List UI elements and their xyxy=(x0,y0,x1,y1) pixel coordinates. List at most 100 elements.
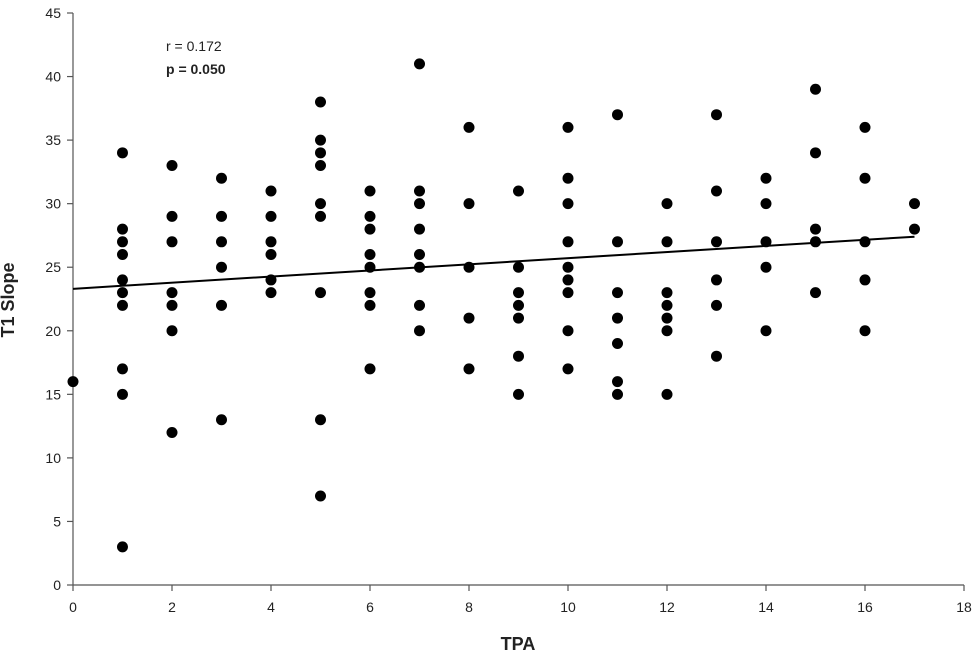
data-point xyxy=(414,249,425,261)
data-point xyxy=(513,185,524,197)
data-point xyxy=(562,236,574,248)
data-point xyxy=(711,350,722,362)
data-point xyxy=(315,490,326,502)
data-point xyxy=(364,299,376,311)
data-point xyxy=(117,287,128,299)
data-point xyxy=(513,388,524,400)
data-point xyxy=(463,312,475,324)
data-point xyxy=(117,249,128,261)
data-point xyxy=(612,312,623,324)
data-point xyxy=(414,58,425,70)
y-tick-label: 15 xyxy=(45,386,61,402)
data-point xyxy=(562,325,574,337)
data-point xyxy=(859,325,871,337)
x-tick-label: 10 xyxy=(560,599,576,615)
data-point xyxy=(315,210,326,222)
data-point xyxy=(414,223,425,235)
data-point xyxy=(463,198,475,210)
data-point xyxy=(117,236,128,248)
data-point xyxy=(612,376,623,388)
data-point xyxy=(661,299,673,311)
data-point xyxy=(414,185,425,197)
x-tick-label: 14 xyxy=(758,599,774,615)
data-point xyxy=(612,337,623,349)
data-point xyxy=(216,172,227,184)
data-point xyxy=(612,388,623,400)
x-axis-title: TPA xyxy=(501,634,536,654)
data-point xyxy=(67,376,79,388)
data-point xyxy=(414,325,425,337)
data-point xyxy=(562,261,574,273)
ticks: 0 2 4 6 8 10 12 14 16 18 0 5 10 15 20 25 30 35 40 45 xyxy=(45,5,972,615)
data-point xyxy=(463,121,475,133)
data-point xyxy=(810,236,821,248)
data-point xyxy=(760,198,772,210)
data-point xyxy=(513,299,524,311)
data-point xyxy=(562,363,574,375)
data-point xyxy=(265,236,277,248)
data-point xyxy=(661,312,673,324)
data-point xyxy=(166,426,178,438)
data-point xyxy=(364,249,376,261)
data-point xyxy=(612,109,623,121)
data-point xyxy=(364,185,376,197)
data-point xyxy=(760,325,772,337)
data-point xyxy=(414,299,425,311)
data-point xyxy=(315,287,326,299)
y-axis-title: T1 Slope xyxy=(0,262,18,337)
data-point xyxy=(810,83,821,95)
data-point xyxy=(315,160,326,172)
data-point xyxy=(117,541,128,553)
data-point xyxy=(315,147,326,159)
data-point xyxy=(265,249,277,261)
x-tick-label: 18 xyxy=(956,599,972,615)
data-point xyxy=(117,363,128,375)
data-point xyxy=(562,287,574,299)
data-point xyxy=(859,236,871,248)
y-tick-label: 5 xyxy=(53,513,61,529)
data-point xyxy=(315,96,326,108)
x-tick-label: 2 xyxy=(168,599,176,615)
data-point xyxy=(711,236,722,248)
data-point xyxy=(265,210,277,222)
y-tick-label: 10 xyxy=(45,450,61,466)
data-point xyxy=(117,388,128,400)
data-point xyxy=(364,223,376,235)
data-point xyxy=(661,236,673,248)
data-point xyxy=(166,236,178,248)
y-tick-label: 25 xyxy=(45,259,61,275)
data-point xyxy=(661,287,673,299)
data-point xyxy=(265,287,277,299)
data-point xyxy=(216,236,227,248)
data-point xyxy=(166,160,178,172)
data-point xyxy=(513,261,524,273)
x-tick-label: 0 xyxy=(69,599,77,615)
data-point xyxy=(859,172,871,184)
data-point xyxy=(760,236,772,248)
data-point xyxy=(216,210,227,222)
data-point xyxy=(216,299,227,311)
y-tick-label: 35 xyxy=(45,132,61,148)
data-point xyxy=(315,198,326,210)
x-tick-label: 8 xyxy=(465,599,473,615)
data-points xyxy=(67,58,920,553)
data-point xyxy=(711,185,722,197)
data-point xyxy=(117,223,128,235)
data-point xyxy=(166,210,178,222)
data-point xyxy=(760,172,772,184)
data-point xyxy=(909,223,920,235)
data-point xyxy=(909,198,920,210)
y-tick-label: 30 xyxy=(45,196,61,212)
y-tick-label: 0 xyxy=(53,577,61,593)
data-point xyxy=(364,287,376,299)
data-point xyxy=(364,210,376,222)
data-point xyxy=(859,121,871,133)
r-annotation: r = 0.172 xyxy=(166,38,222,54)
data-point xyxy=(711,274,722,286)
data-point xyxy=(513,312,524,324)
data-point xyxy=(810,287,821,299)
data-point xyxy=(760,261,772,273)
trendline xyxy=(72,235,915,290)
data-point xyxy=(562,198,574,210)
